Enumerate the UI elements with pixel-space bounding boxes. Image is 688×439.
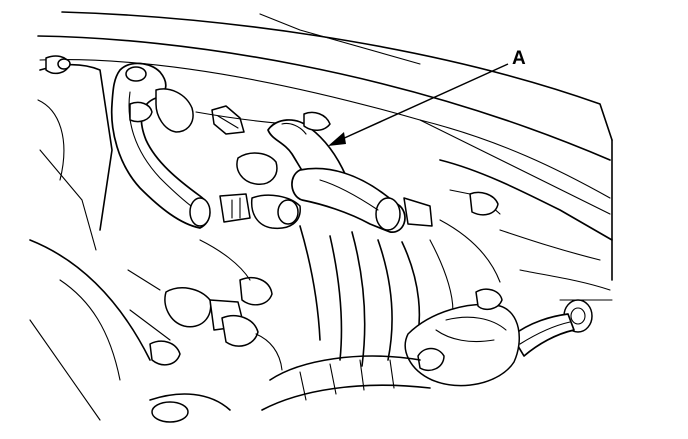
- hose-clamps: [219, 152, 301, 230]
- lower-right-hose: [511, 313, 575, 357]
- upper-coolant-hose: [110, 62, 211, 229]
- air-intake-duct: [149, 355, 431, 423]
- water-outlet-housing: [404, 288, 521, 387]
- callout-leader-a: [328, 63, 509, 146]
- callout-label-a: A: [512, 48, 526, 69]
- lower-left-components: [127, 239, 283, 371]
- left-body-structure: [29, 55, 151, 421]
- central-hose: [291, 167, 433, 233]
- bracket-assembly: [129, 88, 291, 135]
